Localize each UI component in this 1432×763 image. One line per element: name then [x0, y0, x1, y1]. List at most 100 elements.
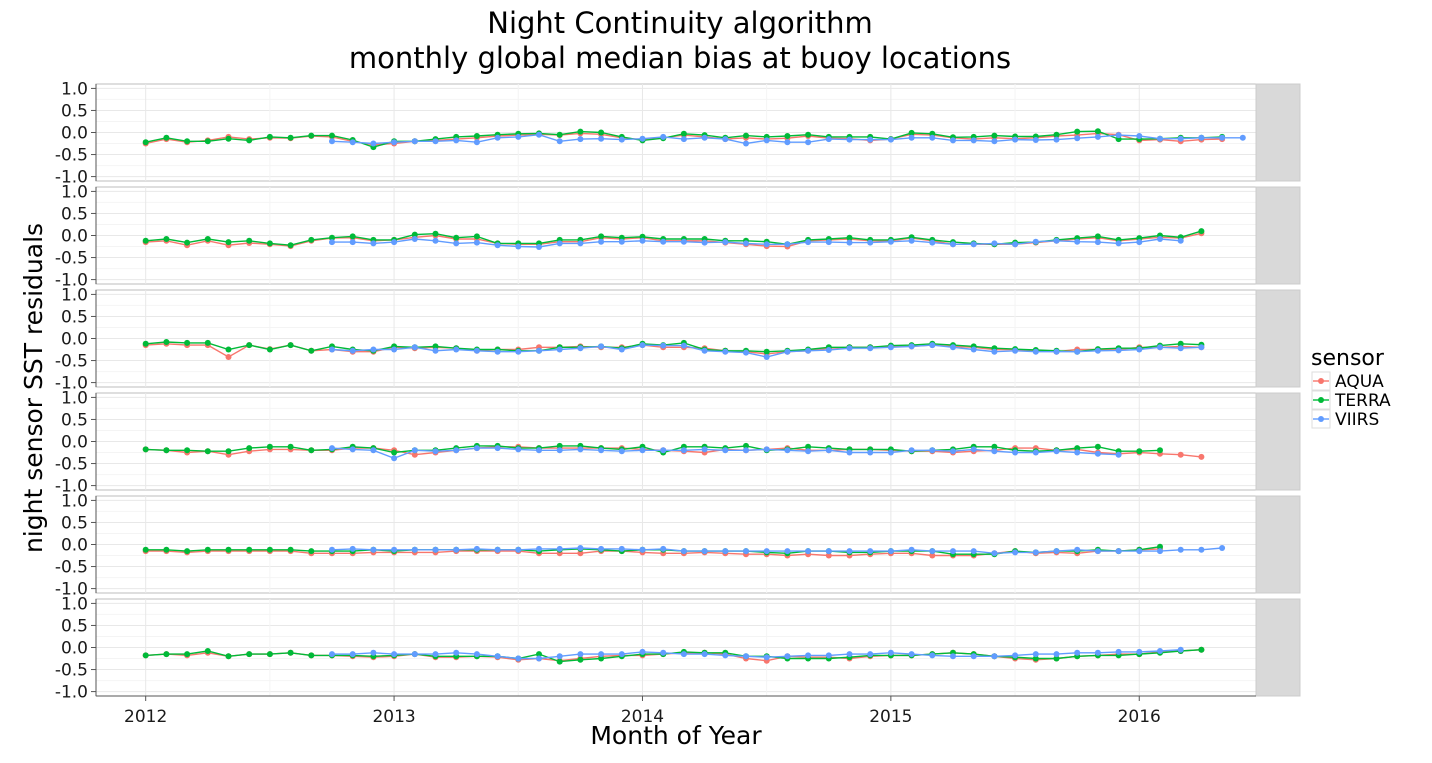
data-point-viirs	[639, 342, 646, 349]
data-point-terra	[184, 138, 191, 145]
data-point-terra	[805, 131, 812, 138]
data-point-viirs	[929, 239, 936, 246]
data-point-viirs	[1053, 448, 1060, 455]
data-point-terra	[1094, 443, 1101, 450]
data-point-terra	[266, 240, 273, 247]
data-point-viirs	[349, 239, 356, 246]
data-point-viirs	[1053, 136, 1060, 143]
data-point-viirs	[411, 344, 418, 351]
data-point-viirs	[494, 653, 501, 660]
data-point-viirs	[515, 655, 522, 662]
data-point-viirs	[370, 546, 377, 553]
series-line-viirs	[332, 238, 1181, 248]
data-point-viirs	[722, 136, 729, 143]
data-point-terra	[163, 236, 170, 242]
data-point-terra	[266, 443, 273, 450]
data-point-viirs	[577, 136, 584, 143]
data-point-terra	[246, 445, 253, 452]
data-point-terra	[266, 651, 273, 658]
data-point-viirs	[1157, 344, 1163, 351]
data-point-viirs	[763, 241, 770, 248]
y-tick-label: -0.5	[55, 661, 88, 681]
data-point-viirs	[722, 239, 729, 246]
data-point-viirs	[577, 446, 584, 453]
data-point-viirs	[473, 347, 480, 354]
data-point-viirs	[639, 546, 646, 553]
data-point-terra	[432, 343, 439, 350]
y-tick-label: 0.5	[61, 513, 88, 533]
data-point-viirs	[1053, 548, 1060, 555]
facet-panels: 1.00.50.0-0.5-1.0>40N1.00.50.0-0.5-1.020…	[55, 79, 1301, 703]
data-point-terra	[1157, 543, 1163, 550]
data-point-viirs	[329, 138, 335, 145]
data-point-viirs	[536, 244, 542, 250]
data-point-viirs	[370, 447, 377, 454]
data-point-viirs	[805, 347, 812, 354]
data-point-viirs	[1012, 449, 1019, 456]
data-point-viirs	[1157, 548, 1163, 555]
data-point-viirs	[950, 344, 956, 351]
data-point-viirs	[1136, 548, 1143, 555]
data-point-terra	[1198, 646, 1205, 653]
data-point-viirs	[1074, 348, 1081, 355]
data-point-terra	[308, 548, 315, 555]
data-point-viirs	[1074, 449, 1081, 456]
data-point-viirs	[598, 238, 605, 245]
data-point-viirs	[329, 346, 335, 353]
data-point-viirs	[887, 238, 894, 245]
data-point-terra	[556, 658, 563, 665]
panel: 1.00.50.0-0.5-1.0Eq+ to 20N	[55, 285, 1301, 394]
data-point-terra	[1053, 131, 1060, 138]
data-point-viirs	[556, 240, 563, 247]
data-point-terra	[163, 134, 170, 141]
data-point-terra	[142, 237, 149, 244]
facet-strip	[1255, 598, 1301, 697]
data-point-viirs	[1094, 133, 1101, 140]
data-point-viirs	[577, 545, 584, 551]
data-point-terra	[225, 135, 232, 142]
data-point-viirs	[639, 648, 646, 655]
data-point-viirs	[556, 545, 563, 552]
data-point-viirs	[867, 239, 874, 246]
data-point-viirs	[763, 137, 770, 144]
data-point-terra	[266, 346, 273, 353]
data-point-viirs	[743, 349, 749, 356]
data-point-terra	[1053, 655, 1060, 662]
data-point-viirs	[722, 447, 729, 454]
data-point-viirs	[763, 446, 770, 453]
data-point-viirs	[411, 447, 418, 454]
data-point-aqua	[577, 550, 584, 557]
panel: 1.00.50.0-0.5-1.020S+ to Eq	[55, 388, 1301, 497]
y-tick-label: -1.0	[55, 683, 88, 703]
data-point-viirs	[1198, 134, 1205, 141]
y-tick-label: 0.0	[61, 124, 88, 144]
data-point-viirs	[1115, 347, 1122, 354]
data-point-viirs	[784, 653, 791, 660]
data-point-viirs	[473, 139, 480, 146]
data-point-viirs	[329, 651, 335, 658]
data-point-viirs	[970, 446, 977, 453]
data-point-viirs	[1115, 451, 1122, 458]
data-point-terra	[805, 443, 812, 450]
series-line-viirs	[332, 649, 1181, 660]
data-point-viirs	[349, 139, 356, 146]
data-point-viirs	[1074, 546, 1081, 553]
data-point-viirs	[618, 545, 625, 552]
data-point-viirs	[680, 651, 687, 658]
y-tick-label: 1.0	[61, 182, 88, 202]
data-point-terra	[142, 546, 149, 553]
data-point-terra	[225, 239, 232, 246]
data-point-viirs	[970, 548, 977, 555]
data-point-viirs	[743, 447, 749, 454]
data-point-terra	[184, 447, 191, 454]
data-point-aqua	[411, 451, 418, 458]
data-point-viirs	[701, 347, 708, 354]
data-point-terra	[1198, 228, 1205, 235]
data-point-viirs	[598, 135, 605, 142]
data-point-viirs	[432, 546, 439, 553]
data-point-terra	[266, 133, 273, 140]
x-axis-label: Month of Year	[590, 721, 762, 750]
y-tick-label: 0.0	[61, 433, 88, 453]
data-point-viirs	[701, 239, 708, 246]
chart-title: Night Continuity algorithm	[487, 6, 872, 40]
